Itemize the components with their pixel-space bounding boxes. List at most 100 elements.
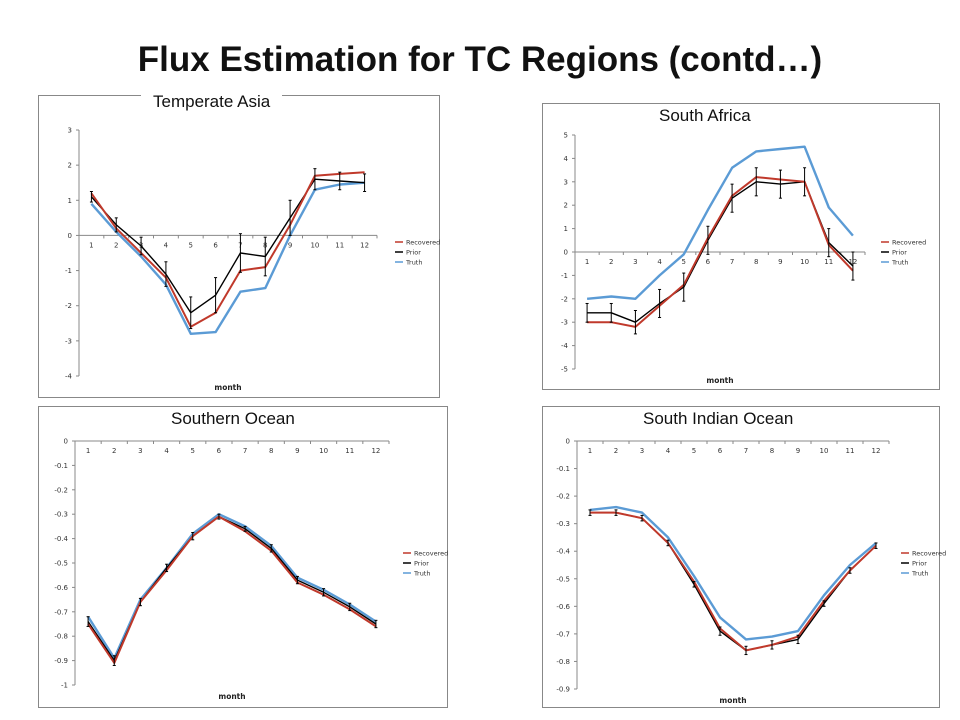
x-tick-label: 10 <box>820 447 829 455</box>
chart-svg-south-indian-ocean: 0-0.1-0.2-0.3-0.4-0.5-0.6-0.7-0.8-0.91 2 3… <box>556 438 946 706</box>
y-tick-label: 0 <box>564 249 568 257</box>
chart-panel-temperate-asia: Temperate Asia 3210-1-2-3-41234567891011… <box>38 92 440 398</box>
y-tick-label: 1 <box>564 225 568 233</box>
x-axis-title: month <box>706 376 733 385</box>
series-line-recovered <box>90 171 365 328</box>
x-tick-label: 5 <box>692 447 696 455</box>
y-tick-label: -5 <box>561 366 568 374</box>
y-tick-label: -1 <box>61 682 68 690</box>
y-tick-label: -1 <box>561 272 568 280</box>
y-tick-label: 0 <box>64 438 68 446</box>
legend-label: Recovered <box>414 550 448 558</box>
y-tick-label: -4 <box>561 342 569 350</box>
y-tick-label: 0 <box>68 232 72 240</box>
chart-panel-southern-ocean: Southern Ocean 0 -0.1 -0.2 -0.3 -0.4 -0.5 -0.6… <box>38 406 448 708</box>
page-title: Flux Estimation for TC Regions (contd…) <box>137 40 823 79</box>
series-line-truth <box>87 512 377 660</box>
x-tick-label: 8 <box>770 447 774 455</box>
x-tick-label: 9 <box>796 447 800 455</box>
x-tick-label: 7 <box>243 447 247 455</box>
x-tick-label: 1 <box>89 241 93 249</box>
x-tick-label: 3 <box>640 447 644 455</box>
chart-panel-south-indian-ocean: South Indian Ocean 0 -0.1 -0.2 -0.3 -0.4 -0.5… <box>542 406 946 708</box>
x-axis-title: month <box>218 692 245 701</box>
x-tick-label: 12 <box>872 447 881 455</box>
x-tick-label: 2 <box>114 241 118 249</box>
x-tick-label: 7 <box>730 258 734 266</box>
x-tick-label: 8 <box>754 258 758 266</box>
series-line-prior <box>90 178 365 314</box>
x-tick-label: 5 <box>189 241 193 249</box>
x-tick-label: 6 <box>213 241 218 249</box>
legend-label: Recovered <box>406 239 440 247</box>
y-tick-label: -2 <box>561 295 568 303</box>
series-line-prior <box>87 515 377 662</box>
x-tick-label: 3 <box>633 258 637 266</box>
x-tick-label: 11 <box>335 241 344 249</box>
y-tick-label: -0.1 <box>54 462 68 470</box>
y-tick-label: -0.7 <box>54 608 68 616</box>
series-line-recovered <box>590 511 877 652</box>
x-tick-label: 2 <box>609 258 613 266</box>
y-tick-label: 1 <box>68 197 72 205</box>
x-tick-label: 5 <box>682 258 686 266</box>
x-tick-label: 4 <box>666 447 671 455</box>
x-tick-label: 6 <box>217 447 222 455</box>
y-tick-label: -0.5 <box>54 560 68 568</box>
y-tick-label: -3 <box>65 337 72 345</box>
x-tick-label: 9 <box>288 241 292 249</box>
y-tick-label: -0.3 <box>54 511 68 519</box>
x-tick-label: 12 <box>360 241 369 249</box>
x-tick-label: 10 <box>310 241 319 249</box>
x-tick-label: 10 <box>800 258 809 266</box>
x-tick-label: 8 <box>269 447 273 455</box>
y-tick-label: -3 <box>561 319 568 327</box>
x-tick-label: 11 <box>345 447 354 455</box>
y-tick-label: -0.4 <box>556 548 570 556</box>
x-tick-label: 9 <box>778 258 782 266</box>
legend-label: Recovered <box>912 550 946 558</box>
y-tick-label: -0.2 <box>54 486 68 494</box>
x-tick-label: 10 <box>319 447 328 455</box>
x-tick-label: 6 <box>718 447 723 455</box>
y-tick-label: 5 <box>564 132 568 140</box>
chart-panel-south-africa: South Africa 5 4 3 2 1 0 -1 -2 -3 -4 -5 1 2 3 4 5 6 7 8 9 10… <box>542 103 940 390</box>
legend-label: Recovered <box>892 239 926 247</box>
x-tick-label: 6 <box>706 258 711 266</box>
y-tick-label: 4 <box>564 155 569 163</box>
y-tick-label: -0.1 <box>556 465 570 473</box>
y-tick-label: -0.8 <box>556 658 570 666</box>
y-tick-label: -0.9 <box>54 657 68 665</box>
x-tick-label: 11 <box>824 258 833 266</box>
legend-label: Truth <box>891 259 908 267</box>
y-tick-label: 3 <box>564 178 568 186</box>
chart-title-temperate-asia: Temperate Asia <box>141 92 283 112</box>
y-tick-label: -0.2 <box>556 493 570 501</box>
y-tick-label: -0.9 <box>556 686 570 694</box>
series-line-recovered <box>87 515 377 664</box>
legend-label: Prior <box>892 249 907 257</box>
y-tick-label: 3 <box>68 127 72 135</box>
x-tick-label: 1 <box>588 447 592 455</box>
chart-title-south-indian-ocean: South Indian Ocean <box>631 409 806 429</box>
y-tick-label: -0.7 <box>556 630 570 638</box>
legend-label: Truth <box>911 570 928 578</box>
y-tick-label: 2 <box>68 162 72 170</box>
chart-title-southern-ocean: Southern Ocean <box>159 409 307 429</box>
y-tick-label: -0.5 <box>556 575 570 583</box>
x-tick-label: 2 <box>112 447 116 455</box>
y-tick-label: -0.8 <box>54 633 68 641</box>
y-tick-label: -0.4 <box>54 535 68 543</box>
legend-label: Prior <box>414 560 429 568</box>
legend-label: Truth <box>405 259 422 267</box>
y-tick-label: -0.3 <box>556 520 570 528</box>
legend-label: Prior <box>406 249 421 257</box>
x-tick-label: 4 <box>657 258 662 266</box>
x-tick-label: 1 <box>86 447 90 455</box>
y-tick-label: -2 <box>65 302 72 310</box>
y-tick-label: 0 <box>566 438 570 446</box>
chart-svg-temperate-asia: 3210-1-2-3-4123456789101112RecoveredPrio… <box>65 127 440 393</box>
y-tick-label: 2 <box>564 202 568 210</box>
x-axis-title: month <box>719 696 746 705</box>
legend-label: Truth <box>413 570 430 578</box>
